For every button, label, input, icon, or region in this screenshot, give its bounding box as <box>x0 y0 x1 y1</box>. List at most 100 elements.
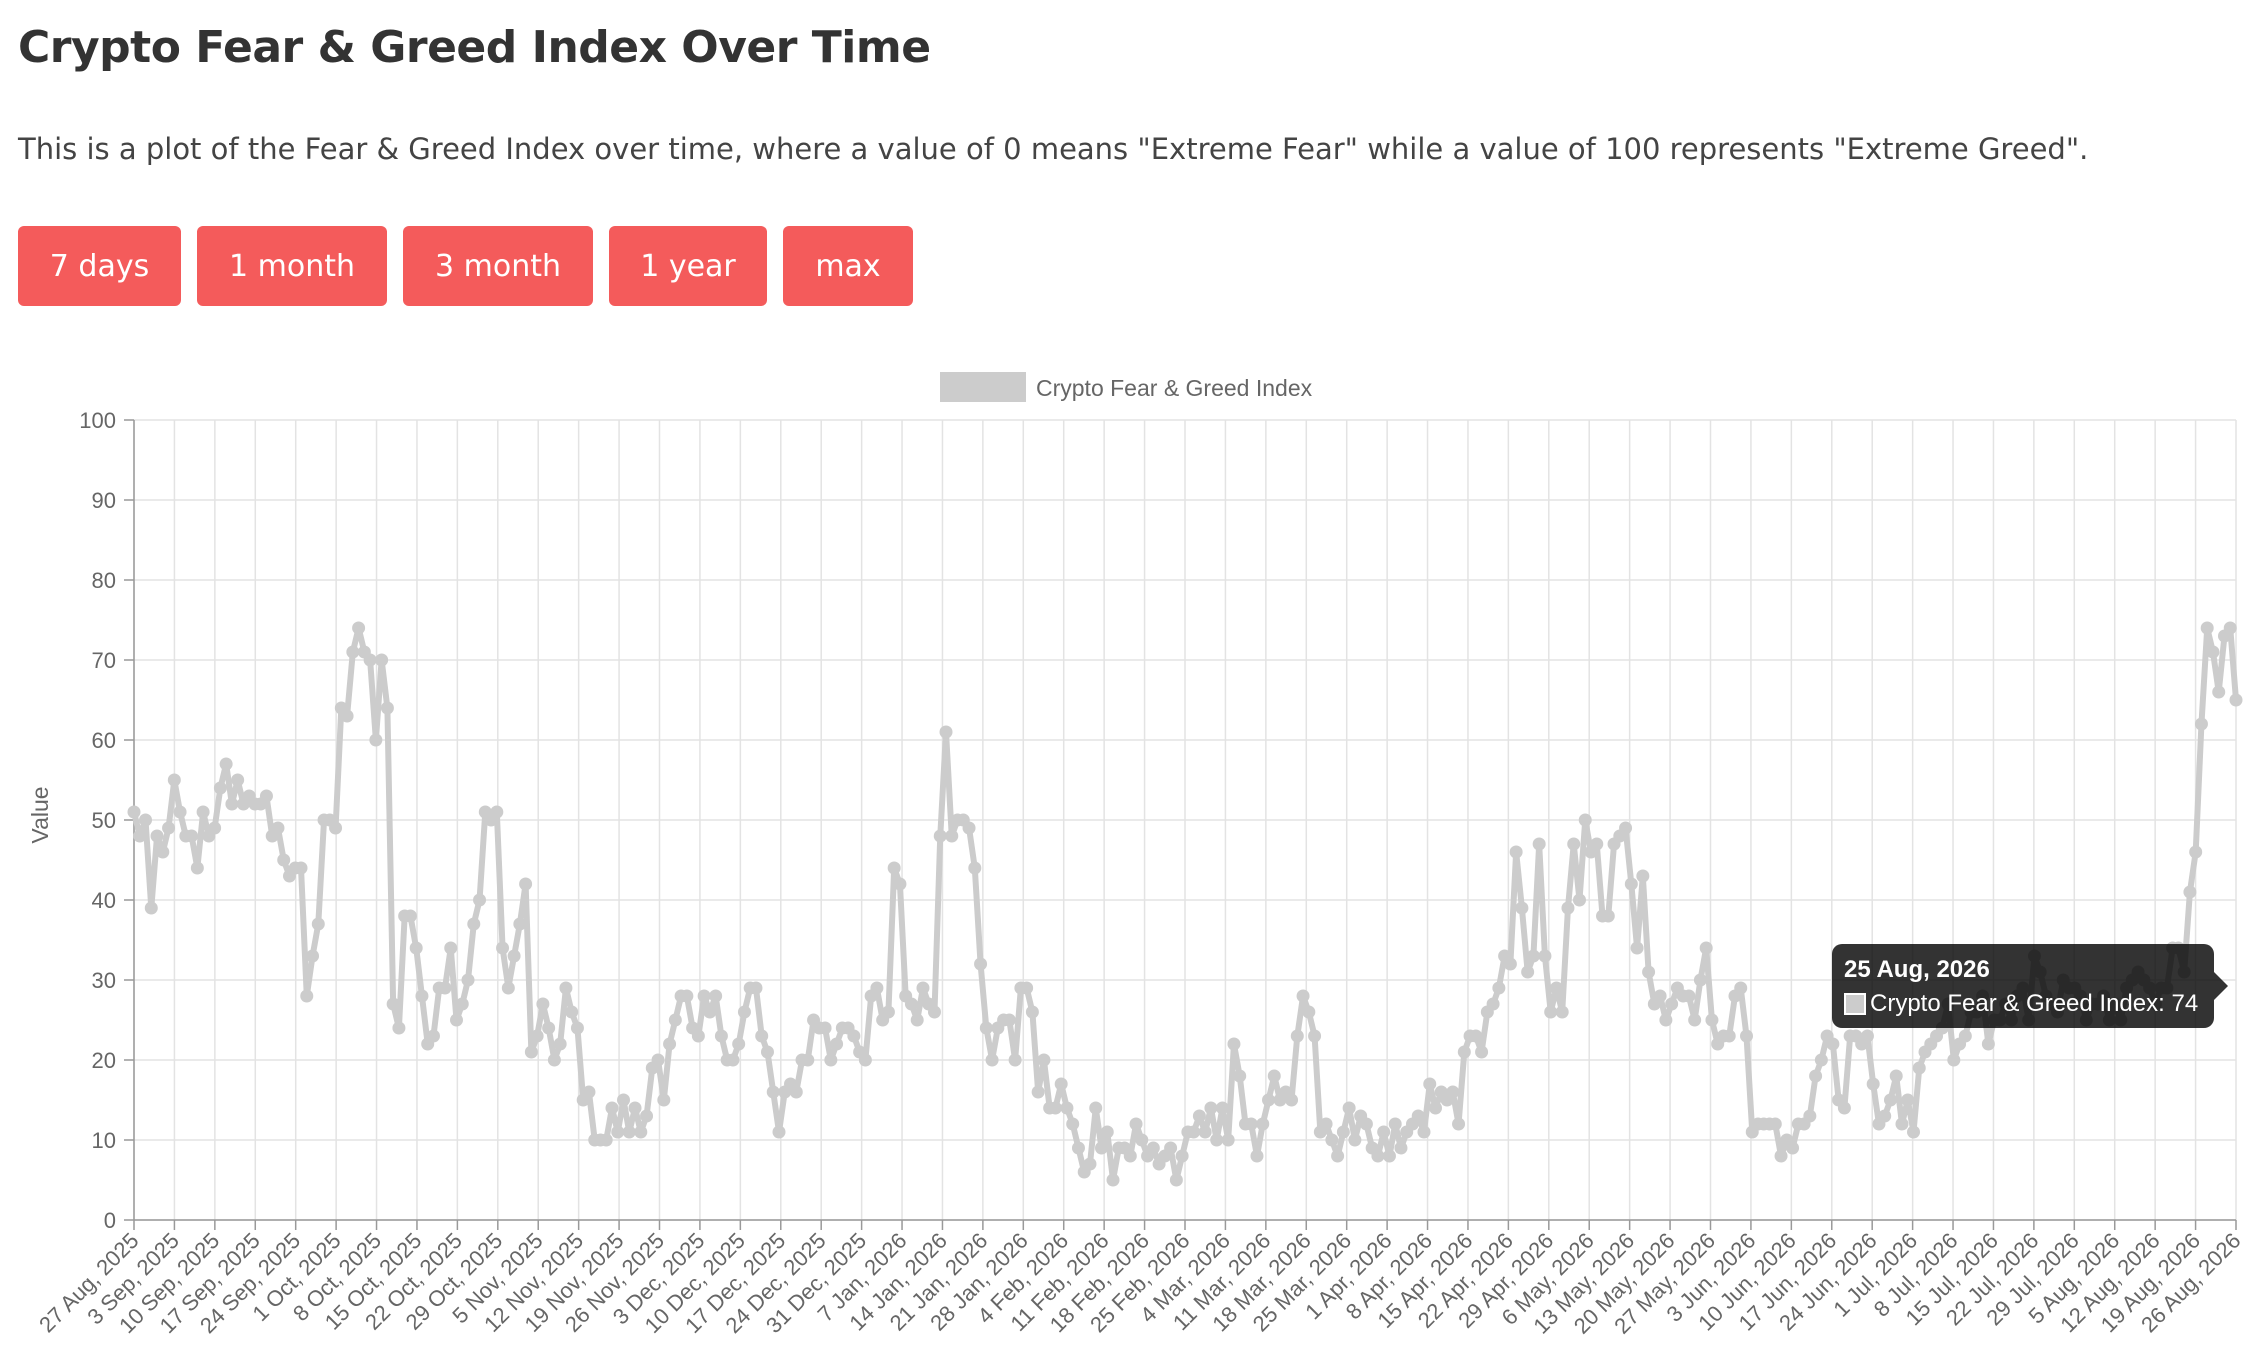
data-point[interactable] <box>703 1005 717 1019</box>
data-point[interactable] <box>1578 813 1592 827</box>
data-point[interactable] <box>2229 693 2243 707</box>
data-point[interactable] <box>461 973 475 987</box>
data-point[interactable] <box>904 997 918 1011</box>
data-point[interactable] <box>386 997 400 1011</box>
data-point[interactable] <box>1377 1125 1391 1139</box>
data-point[interactable] <box>213 781 227 795</box>
data-point[interactable] <box>1325 1133 1339 1147</box>
data-point[interactable] <box>945 829 959 843</box>
data-point[interactable] <box>1981 1037 1995 1051</box>
range-button-3-month[interactable]: 3 month <box>403 226 593 306</box>
data-point[interactable] <box>1048 1101 1062 1115</box>
data-point[interactable] <box>1503 957 1517 971</box>
data-point[interactable] <box>1083 1157 1097 1171</box>
data-point[interactable] <box>1031 1085 1045 1099</box>
data-point[interactable] <box>547 1053 561 1067</box>
data-point[interactable] <box>496 941 510 955</box>
data-point[interactable] <box>380 701 394 715</box>
data-point[interactable] <box>1619 821 1633 835</box>
data-point[interactable] <box>939 725 953 739</box>
data-point[interactable] <box>340 709 354 723</box>
data-point[interactable] <box>1221 1133 1235 1147</box>
data-point[interactable] <box>1089 1101 1103 1115</box>
data-point[interactable] <box>1204 1101 1218 1115</box>
data-point[interactable] <box>1734 981 1748 995</box>
data-point[interactable] <box>1388 1117 1402 1131</box>
data-point[interactable] <box>651 1053 665 1067</box>
data-point[interactable] <box>513 917 527 931</box>
data-point[interactable] <box>1227 1037 1241 1051</box>
data-point[interactable] <box>565 1005 579 1019</box>
data-point[interactable] <box>1394 1141 1408 1155</box>
data-point[interactable] <box>1336 1125 1350 1139</box>
data-point[interactable] <box>173 805 187 819</box>
data-point[interactable] <box>1786 1141 1800 1155</box>
data-point[interactable] <box>1653 989 1667 1003</box>
data-point[interactable] <box>691 1029 705 1043</box>
data-point[interactable] <box>455 997 469 1011</box>
data-point[interactable] <box>363 653 377 667</box>
data-point[interactable] <box>1809 1069 1823 1083</box>
data-point[interactable] <box>190 861 204 875</box>
data-point[interactable] <box>1538 949 1552 963</box>
data-point[interactable] <box>1509 845 1523 859</box>
data-point[interactable] <box>196 805 210 819</box>
data-point[interactable] <box>974 957 988 971</box>
data-point[interactable] <box>311 917 325 931</box>
data-point[interactable] <box>1025 1005 1039 1019</box>
data-point[interactable] <box>1285 1093 1299 1107</box>
data-point[interactable] <box>415 989 429 1003</box>
data-point[interactable] <box>611 1125 625 1139</box>
data-point[interactable] <box>1947 1053 1961 1067</box>
data-point[interactable] <box>1699 941 1713 955</box>
data-point[interactable] <box>732 1037 746 1051</box>
data-point[interactable] <box>1803 1109 1817 1123</box>
data-point[interactable] <box>1958 1029 1972 1043</box>
data-point[interactable] <box>1826 1037 1840 1051</box>
data-point[interactable] <box>1561 901 1575 915</box>
data-point[interactable] <box>1739 1029 1753 1043</box>
data-point[interactable] <box>1250 1149 1264 1163</box>
data-point[interactable] <box>346 645 360 659</box>
data-point[interactable] <box>1624 877 1638 891</box>
data-point[interactable] <box>1302 1005 1316 1019</box>
data-point[interactable] <box>657 1093 671 1107</box>
data-point[interactable] <box>2189 845 2203 859</box>
data-point[interactable] <box>392 1021 406 1035</box>
data-point[interactable] <box>1100 1125 1114 1139</box>
data-point[interactable] <box>1636 869 1650 883</box>
data-point[interactable] <box>438 981 452 995</box>
data-point[interactable] <box>1837 1101 1851 1115</box>
data-point[interactable] <box>1175 1149 1189 1163</box>
data-point[interactable] <box>1198 1125 1212 1139</box>
data-point[interactable] <box>1123 1149 1137 1163</box>
data-point[interactable] <box>1883 1093 1897 1107</box>
data-point[interactable] <box>449 1013 463 1027</box>
data-point[interactable] <box>1331 1149 1345 1163</box>
data-point[interactable] <box>300 989 314 1003</box>
data-point[interactable] <box>893 877 907 891</box>
data-point[interactable] <box>144 901 158 915</box>
data-point[interactable] <box>1020 981 1034 995</box>
data-point[interactable] <box>910 1013 924 1027</box>
data-point[interactable] <box>1642 965 1656 979</box>
data-point[interactable] <box>1233 1069 1247 1083</box>
data-point[interactable] <box>1411 1109 1425 1123</box>
data-point[interactable] <box>881 1005 895 1019</box>
data-point[interactable] <box>962 821 976 835</box>
data-point[interactable] <box>1215 1101 1229 1115</box>
data-point[interactable] <box>830 1037 844 1051</box>
data-point[interactable] <box>1129 1117 1143 1131</box>
data-point[interactable] <box>772 1125 786 1139</box>
data-point[interactable] <box>1002 1013 1016 1027</box>
data-point[interactable] <box>1475 1045 1489 1059</box>
data-point[interactable] <box>2206 645 2220 659</box>
data-point[interactable] <box>1382 1149 1396 1163</box>
data-point[interactable] <box>467 917 481 931</box>
data-point[interactable] <box>1348 1133 1362 1147</box>
data-point[interactable] <box>726 1053 740 1067</box>
data-point[interactable] <box>1486 997 1500 1011</box>
data-point[interactable] <box>1429 1101 1443 1115</box>
data-point[interactable] <box>1469 1029 1483 1043</box>
data-point[interactable] <box>162 821 176 835</box>
